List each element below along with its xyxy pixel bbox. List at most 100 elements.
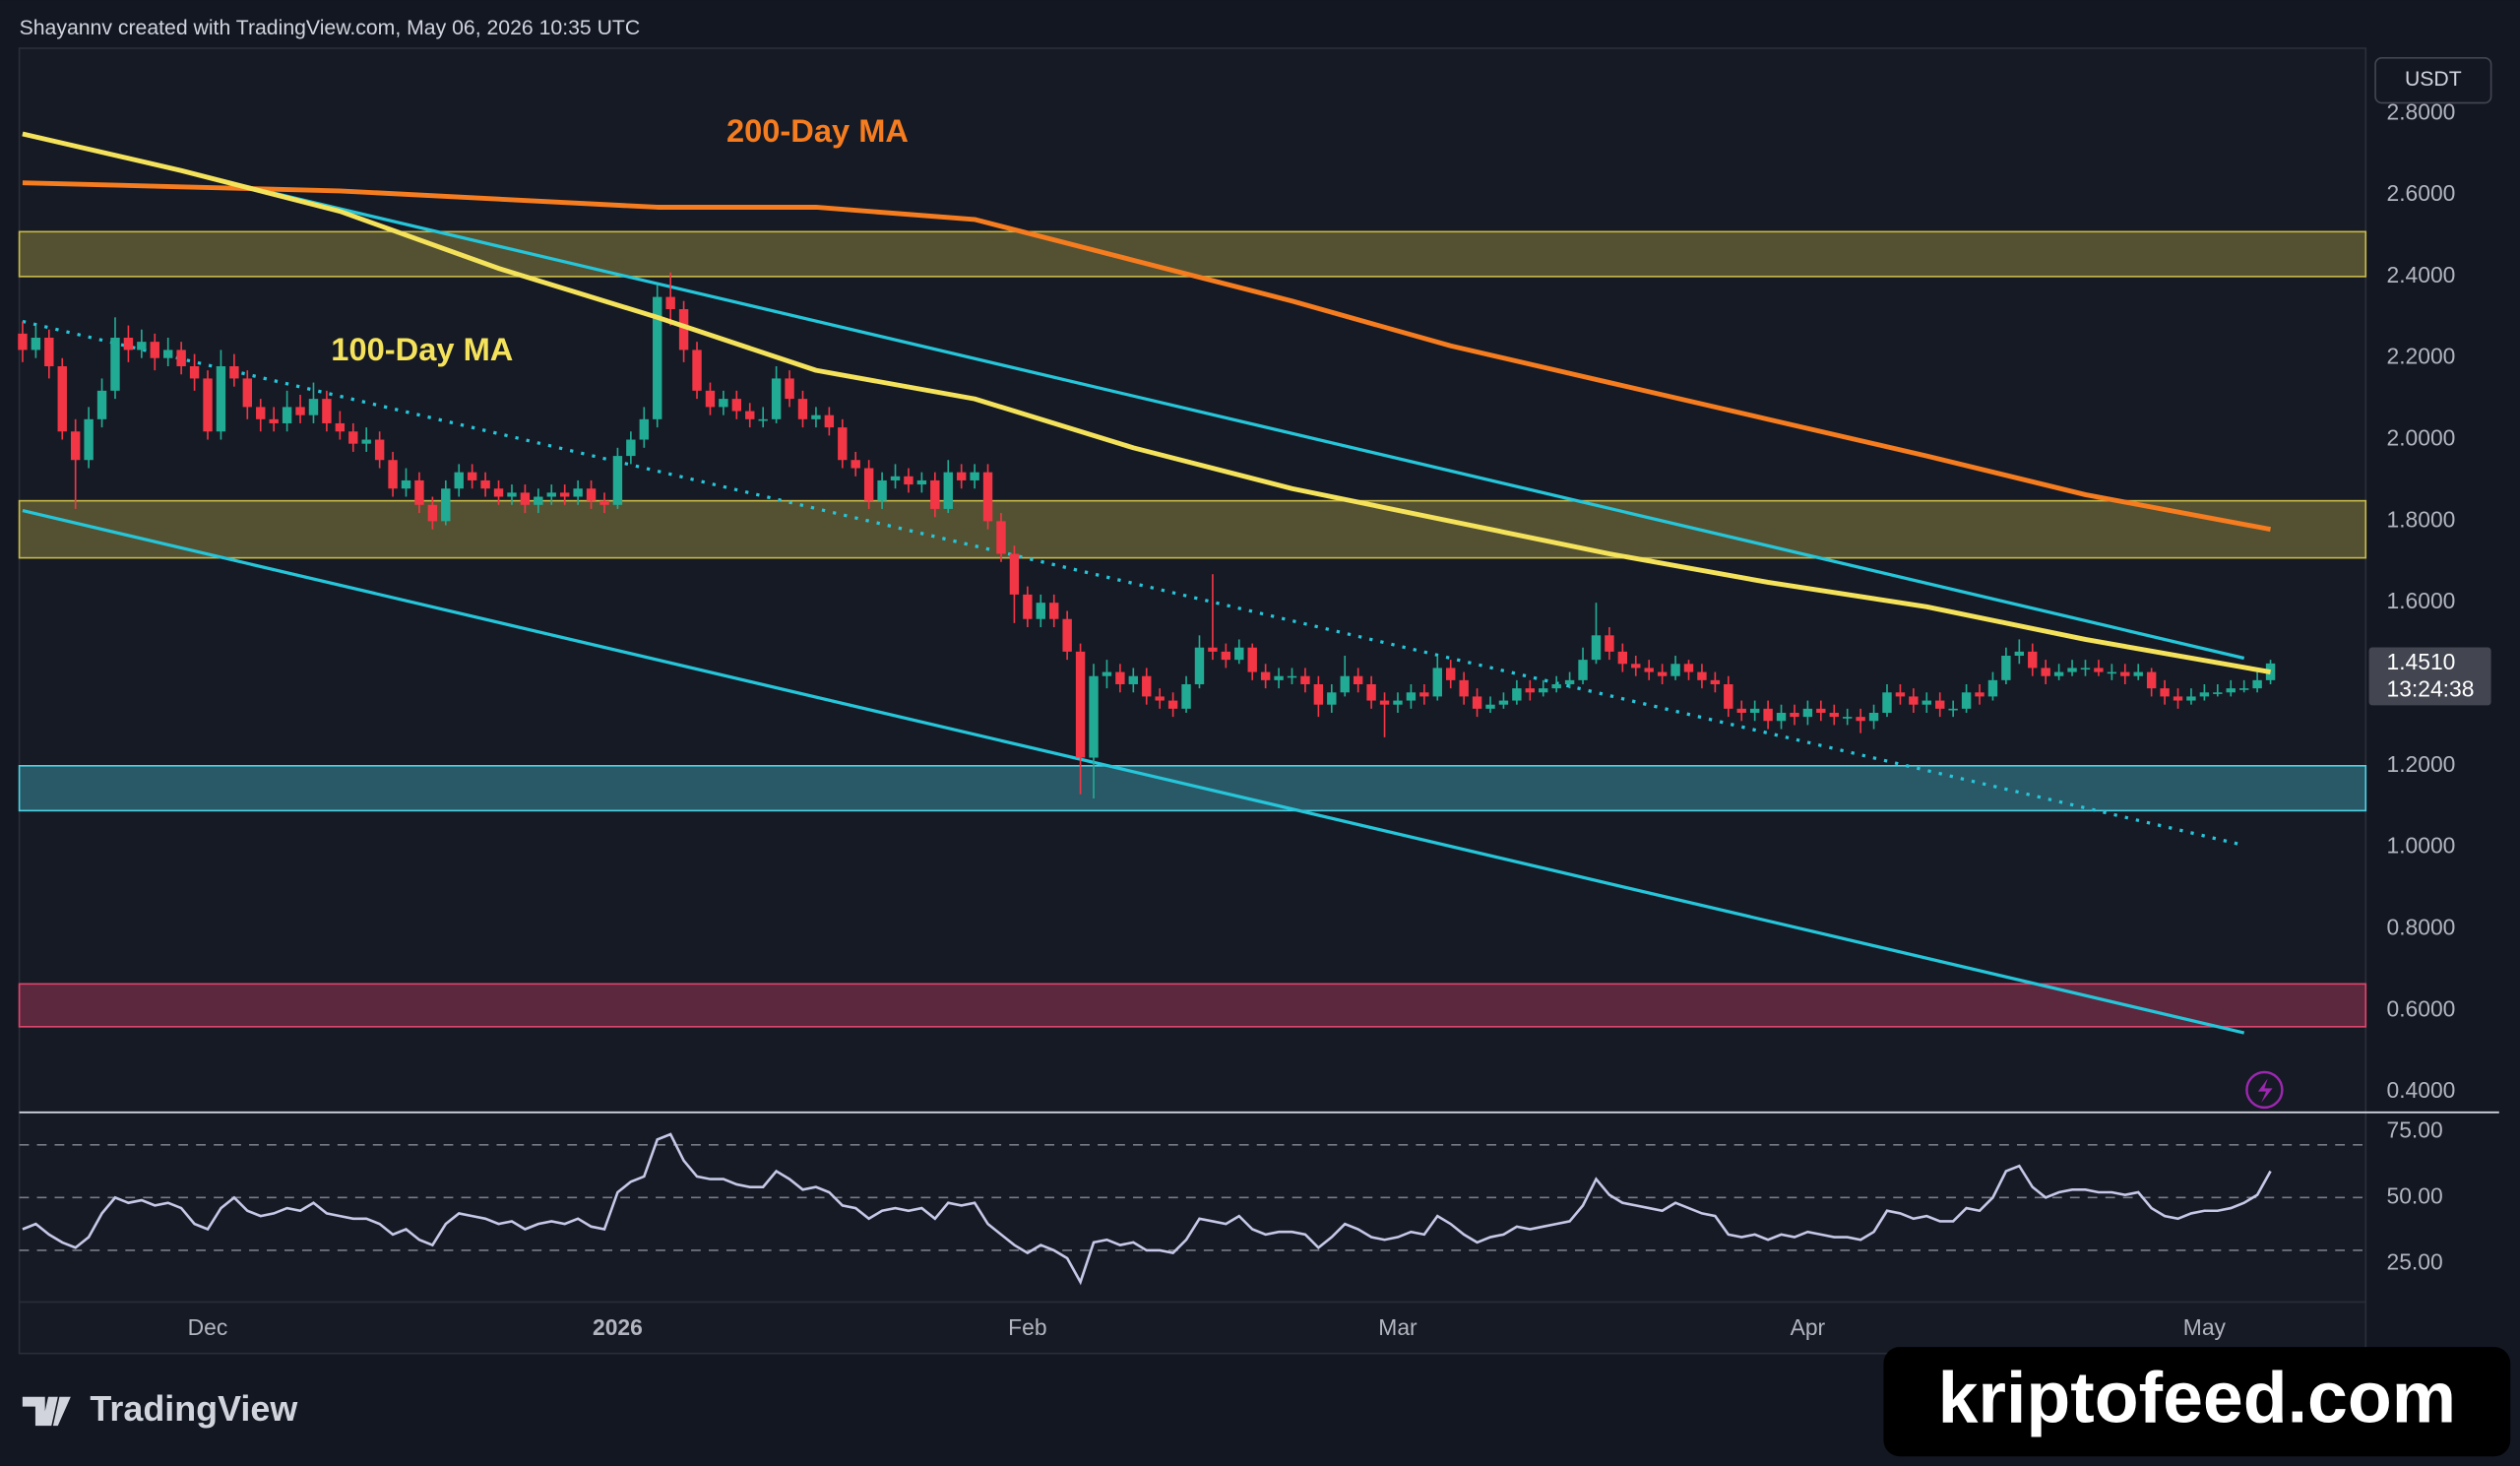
candle-body [1049,603,1059,619]
candle-body [110,338,120,391]
candle-body [1763,708,1773,722]
candle-body [1909,696,1919,705]
candle-body [1987,679,1998,697]
candle-body [1512,688,1522,701]
candle-body [1353,675,1363,684]
candle-body [348,431,358,444]
y-tick-label: 2.0000 [2386,425,2455,451]
x-tick-label: May [2183,1314,2227,1340]
currency[interactable]: USDT [2405,68,2462,91]
candle-body [1578,660,1588,680]
candle-body [758,418,768,421]
candle-body [1948,708,1958,711]
alert-icon[interactable] [2245,1070,2284,1110]
candle-body [2067,668,2077,672]
y-tick-label: 2.2000 [2386,344,2455,369]
candle-body [401,479,411,489]
candle-body [137,342,147,351]
candle-body [388,460,398,489]
candle-body [1313,683,1324,705]
candle-body [308,399,319,415]
candle-body [1379,700,1390,705]
trendline [22,319,2245,848]
candle-body [797,399,808,419]
candle-body [1749,708,1760,713]
candle-body [1432,668,1442,697]
candle-body [1247,647,1257,672]
currency-box[interactable] [2374,56,2492,104]
candle-body [2252,679,2262,689]
candle-body [1287,675,1297,678]
candle-body [216,365,226,432]
last-price-box [2368,647,2491,706]
candle-body [2001,656,2011,680]
candle-body [1089,675,1099,758]
candle-body [1062,618,1072,652]
candle-body [427,504,438,522]
candle-body [916,479,927,485]
candle-body [1617,651,1628,665]
candle-body [1327,692,1337,705]
candle-body [2226,688,2236,693]
candle-body [1393,700,1403,705]
candle-body [2107,671,2117,674]
candle-body [982,472,993,522]
candle-body [2014,651,2025,657]
candle-body [1657,671,1668,676]
candle-body [904,476,914,485]
rsi-tick-label: 75.00 [2386,1116,2442,1142]
candle-body [1790,712,1799,718]
candle-body [31,338,41,351]
candle-body [84,418,94,461]
candle-body [1724,683,1733,709]
candle-body [890,476,901,480]
candle-body [1221,651,1231,661]
candle-body [1472,696,1482,709]
watermark-box [1883,1347,2511,1457]
x-tick-label: Apr [1791,1314,1826,1340]
candle-body [1446,668,1456,680]
candle-body [96,390,107,419]
candle-body [956,472,967,480]
candle-body [2041,668,2050,676]
candle-body [1644,668,1654,672]
candle-body [520,492,531,505]
rsi-tick-label: 25.00 [2386,1248,2442,1274]
candle-body [454,472,464,489]
candle-body [322,399,332,423]
candle-body [335,422,346,432]
x-tick-label: Feb [1008,1314,1046,1340]
candle-body [1459,679,1469,697]
candle-body [414,479,424,505]
watermark: kriptofeed.com [1938,1357,2457,1438]
candle-body [57,365,67,432]
candle-body [176,350,186,366]
candle-body [2120,671,2130,676]
trendline [22,132,2245,661]
y-tick-label: 2.6000 [2386,180,2455,206]
candle-body [361,439,371,444]
candle-body [612,456,623,505]
candle-body [1406,692,1417,701]
candle-body [467,472,477,480]
candle-body [2053,671,2064,676]
candle-body [1802,708,1813,718]
candle-body [626,439,636,457]
candle-body [678,309,689,351]
candle-body [970,472,979,480]
plot-frame [18,47,2367,1355]
y-tick-label: 1.6000 [2386,588,2455,613]
candle-body [1366,683,1376,701]
candle-body [2238,688,2249,690]
candle-body [665,296,675,310]
candle-body [242,378,253,408]
candle-body [1181,683,1191,709]
candle-body [229,365,239,379]
candle-body [1036,603,1045,619]
candle-body [1102,671,1112,676]
candle-body [1234,647,1244,661]
candle-body [123,338,134,351]
candle-body [2146,671,2157,689]
candle-body [930,479,940,509]
candle-body [639,418,649,440]
